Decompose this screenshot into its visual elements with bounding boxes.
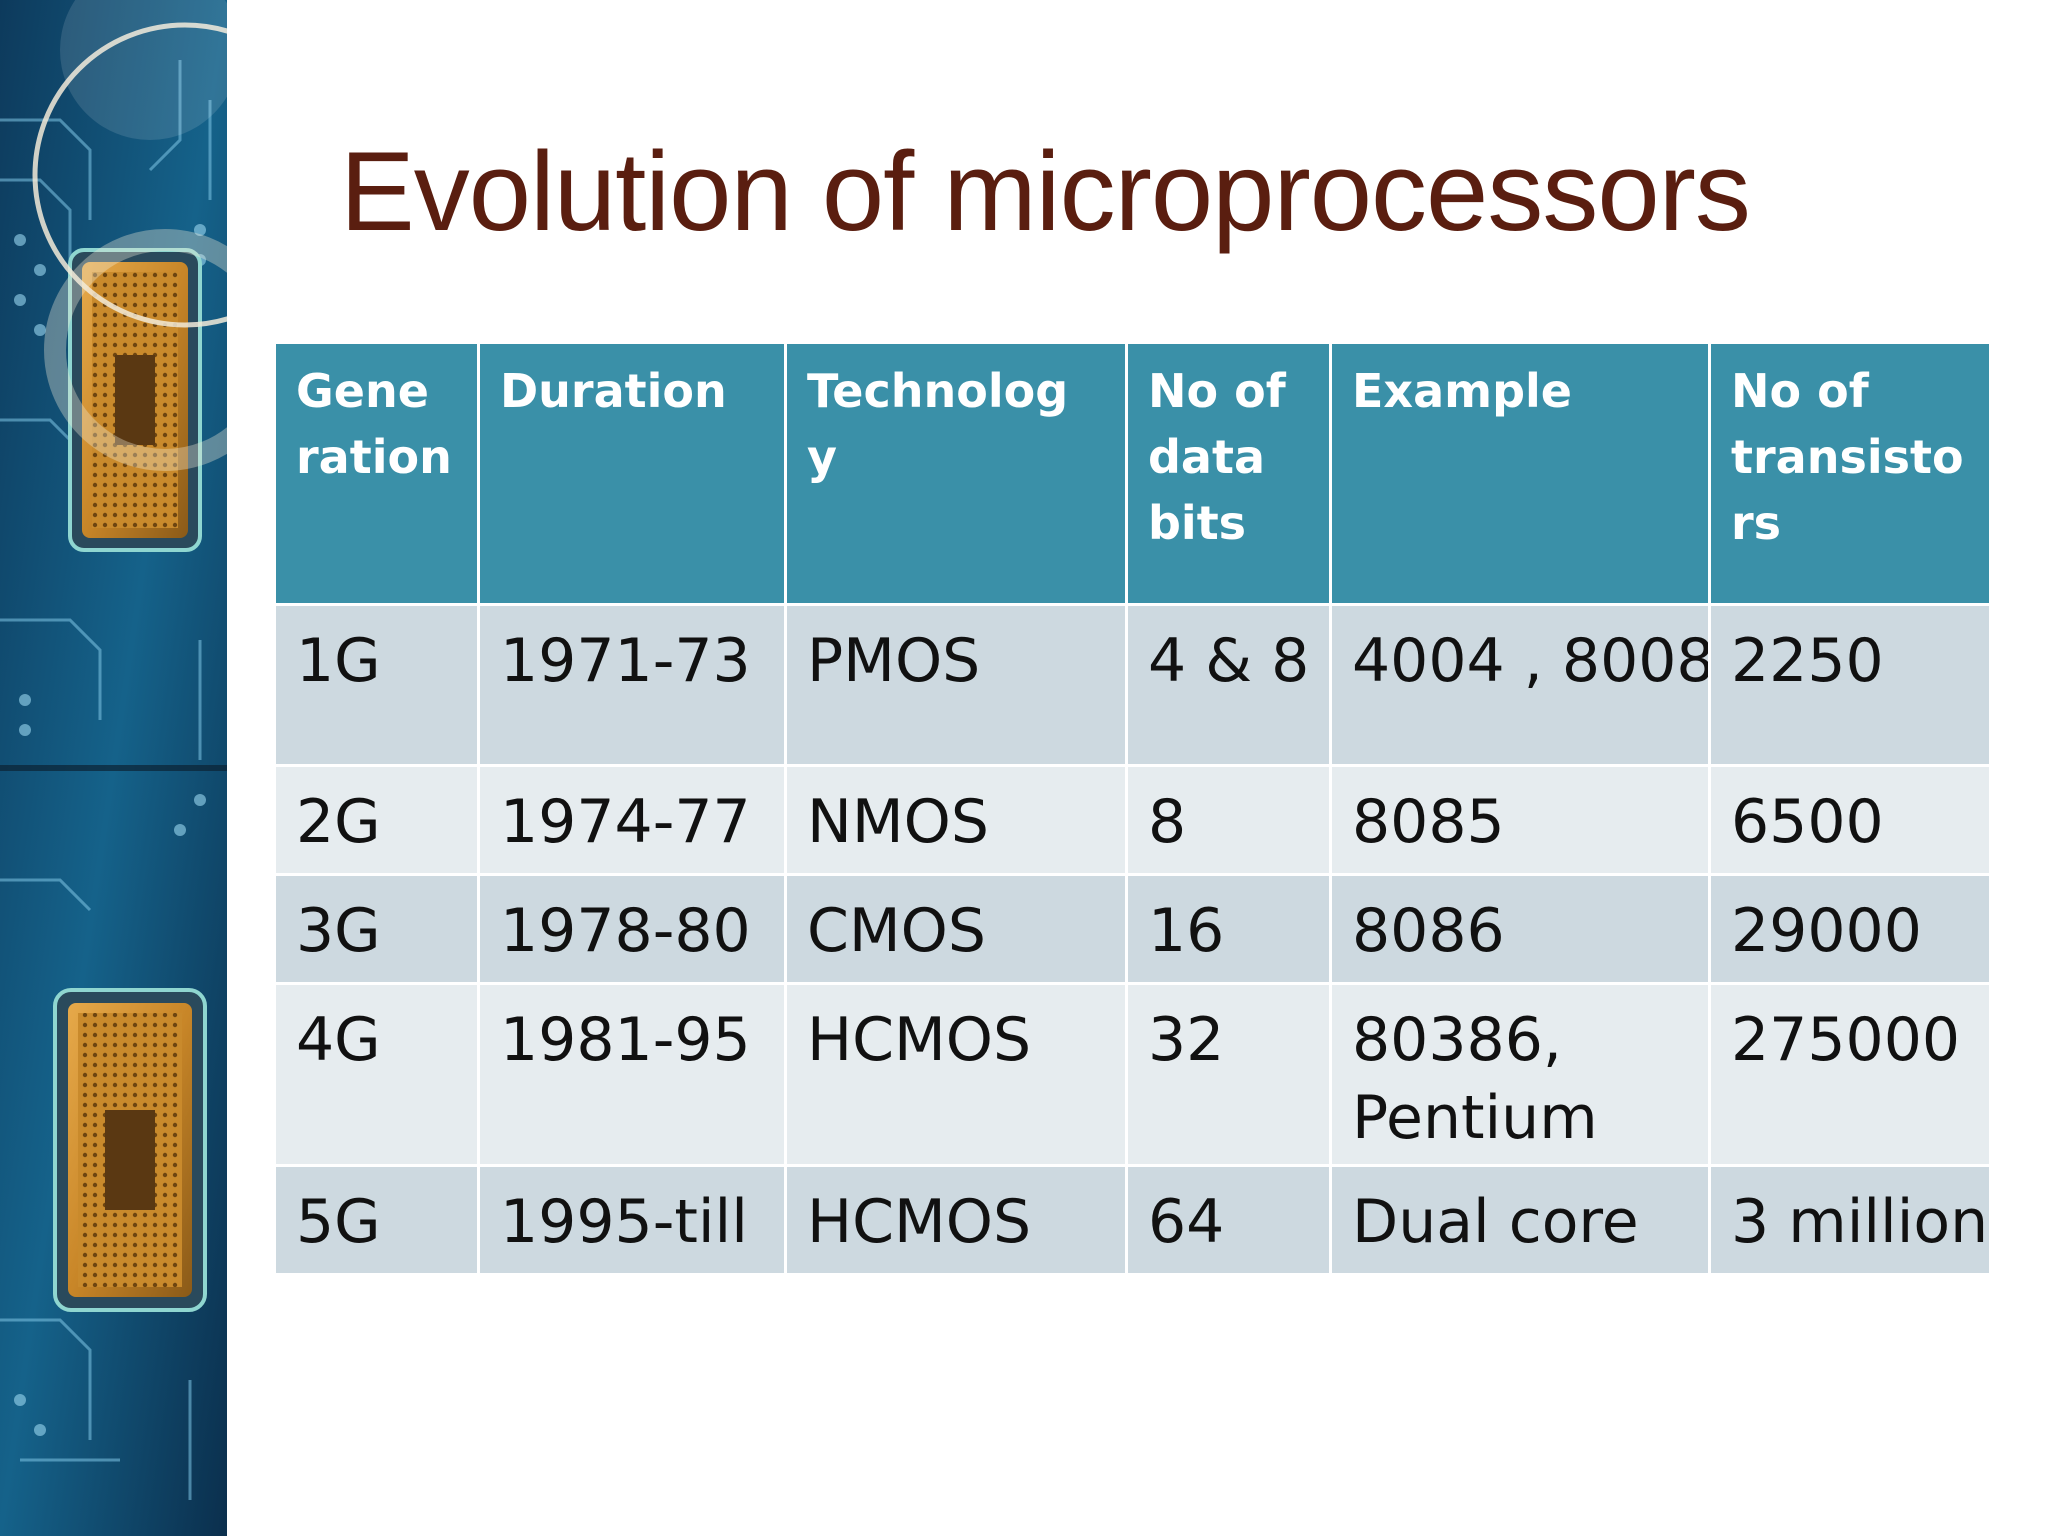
table-cell: 1974-77: [477, 764, 787, 876]
header-example-label: Example: [1352, 364, 1572, 418]
header-technology-label: Technolog y: [807, 364, 1069, 484]
table-cell: HCMOS: [784, 982, 1128, 1167]
table-cell: 6500: [1708, 764, 1992, 876]
table-cell: 1G: [273, 603, 480, 767]
table-cell: 29000: [1708, 873, 1992, 985]
slide-title: Evolution of microprocessors: [340, 129, 1751, 254]
table-cell: 4004 , 8008: [1329, 603, 1711, 767]
table-cell: 3 million: [1708, 1164, 1992, 1276]
header-duration: Duration: [477, 341, 787, 606]
table-cell: 8086: [1329, 873, 1711, 985]
header-example: Example: [1329, 341, 1711, 606]
table-cell: 4 & 8: [1125, 603, 1332, 767]
table-cell: 1971-73: [477, 603, 787, 767]
table-row: 4G 1981-95 HCMOS 32 80386, Pentium 27500…: [273, 982, 1992, 1167]
header-generation: Gene ration: [273, 341, 480, 606]
table-cell: HCMOS: [784, 1164, 1128, 1276]
table-cell: NMOS: [784, 764, 1128, 876]
table-row: 1G 1971-73 PMOS 4 & 8 4004 , 8008 2250: [273, 603, 1992, 767]
header-generation-label: Gene ration: [296, 364, 452, 484]
table-row: 3G 1978-80 CMOS 16 8086 29000: [273, 873, 1992, 985]
microprocessor-evolution-table: Gene ration Duration Technolog y No of d…: [273, 341, 1992, 1276]
header-transistors-label: No of transisto rs: [1731, 364, 1964, 550]
header-technology: Technolog y: [784, 341, 1128, 606]
table-cell: 4G: [273, 982, 480, 1167]
table-cell: 1981-95: [477, 982, 787, 1167]
table-cell: CMOS: [784, 873, 1128, 985]
table-cell: 5G: [273, 1164, 480, 1276]
table-cell: 1978-80: [477, 873, 787, 985]
table-header-row: Gene ration Duration Technolog y No of d…: [273, 341, 1992, 606]
table-cell: 80386, Pentium: [1329, 982, 1711, 1167]
table-row: 5G 1995-till HCMOS 64 Dual core 3 millio…: [273, 1164, 1992, 1276]
table-cell: 2G: [273, 764, 480, 876]
circuit-board-decoration: [0, 0, 227, 1536]
header-duration-label: Duration: [500, 364, 727, 418]
header-transistors: No of transisto rs: [1708, 341, 1992, 606]
table-cell: 1995-till: [477, 1164, 787, 1276]
header-data-bits-label: No of data bits: [1148, 364, 1286, 550]
table-cell: 16: [1125, 873, 1332, 985]
table-cell: 2250: [1708, 603, 1992, 767]
table-cell: PMOS: [784, 603, 1128, 767]
table-cell: 8085: [1329, 764, 1711, 876]
table-row: 2G 1974-77 NMOS 8 8085 6500: [273, 764, 1992, 876]
table-cell: 64: [1125, 1164, 1332, 1276]
header-data-bits: No of data bits: [1125, 341, 1332, 606]
table-cell: 8: [1125, 764, 1332, 876]
table-cell: Dual core: [1329, 1164, 1711, 1276]
table-cell: 3G: [273, 873, 480, 985]
table-cell: 32: [1125, 982, 1332, 1167]
table-cell: 275000: [1708, 982, 1992, 1167]
